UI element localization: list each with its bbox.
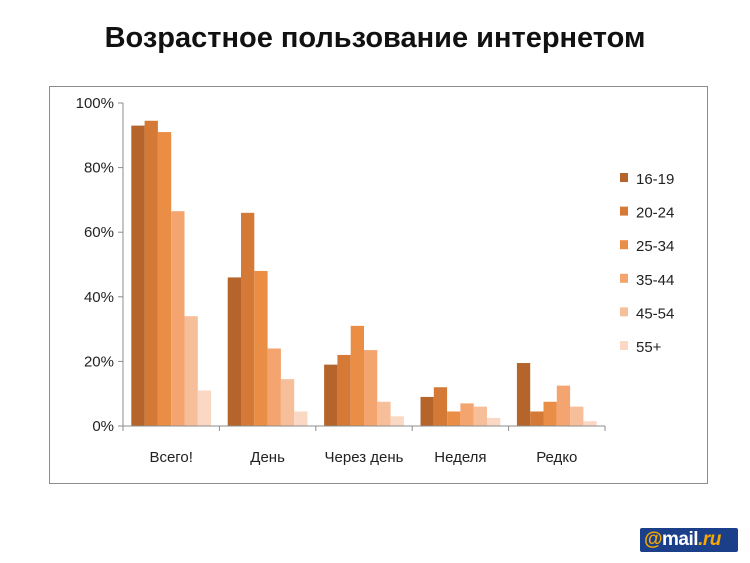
bar <box>227 277 241 426</box>
bar <box>433 387 448 426</box>
bar <box>131 125 145 427</box>
legend-label: 55+ <box>636 339 662 356</box>
bar <box>460 403 474 426</box>
y-tick-label: 60% <box>84 224 114 241</box>
legend-label: 20-24 <box>636 205 674 222</box>
x-axis: Всего! День Через день Неделя Редко <box>122 425 606 466</box>
legend: 16-19 20-24 25-34 35-44 45-54 55+ <box>620 171 674 356</box>
y-tick-label: 100% <box>76 95 114 112</box>
bar <box>144 120 158 426</box>
legend-swatch <box>620 173 628 182</box>
category-label: Через день <box>325 449 404 466</box>
legend-swatch <box>620 273 628 283</box>
y-tick-label: 80% <box>84 160 114 177</box>
legend-swatch <box>620 307 628 317</box>
legend-swatch <box>620 240 628 250</box>
bar <box>197 390 212 426</box>
category-label: Неделя <box>434 449 486 466</box>
bar <box>447 411 461 426</box>
bar <box>530 411 544 426</box>
bar <box>390 416 404 426</box>
bar <box>337 354 351 426</box>
legend-label: 25-34 <box>636 238 674 255</box>
bar <box>543 401 557 426</box>
bar <box>241 212 255 426</box>
bar <box>473 406 487 426</box>
bar <box>280 379 295 426</box>
y-axis: 0% 20% 40% 60% 80% 100% <box>76 95 124 435</box>
bar <box>350 325 364 426</box>
legend-label: 35-44 <box>636 272 674 289</box>
bar <box>556 385 571 426</box>
category-label: Всего! <box>149 449 193 466</box>
bar <box>487 417 501 426</box>
bar <box>583 421 597 426</box>
legend-label: 45-54 <box>636 305 674 322</box>
legend-swatch <box>620 341 628 350</box>
page-title: Возрастное пользование интернетом <box>104 22 646 54</box>
y-tick-label: 0% <box>92 418 114 435</box>
bar <box>184 316 198 426</box>
bar <box>516 363 531 426</box>
y-tick-label: 20% <box>84 353 114 370</box>
bar <box>254 270 268 426</box>
bar <box>324 364 338 426</box>
legend-swatch <box>620 206 628 216</box>
bar <box>377 401 391 426</box>
bar <box>364 350 378 426</box>
bar <box>267 348 281 426</box>
y-tick-label: 40% <box>84 289 114 306</box>
legend-label: 16-19 <box>636 171 674 188</box>
bar <box>294 411 308 426</box>
bars <box>131 120 597 427</box>
bar <box>420 396 434 426</box>
bar <box>171 211 185 426</box>
bar <box>570 406 584 426</box>
category-label: День <box>250 449 285 466</box>
bar <box>157 132 172 426</box>
mail-ru-logo: @mail.ru <box>640 528 738 552</box>
category-label: Редко <box>536 449 577 466</box>
